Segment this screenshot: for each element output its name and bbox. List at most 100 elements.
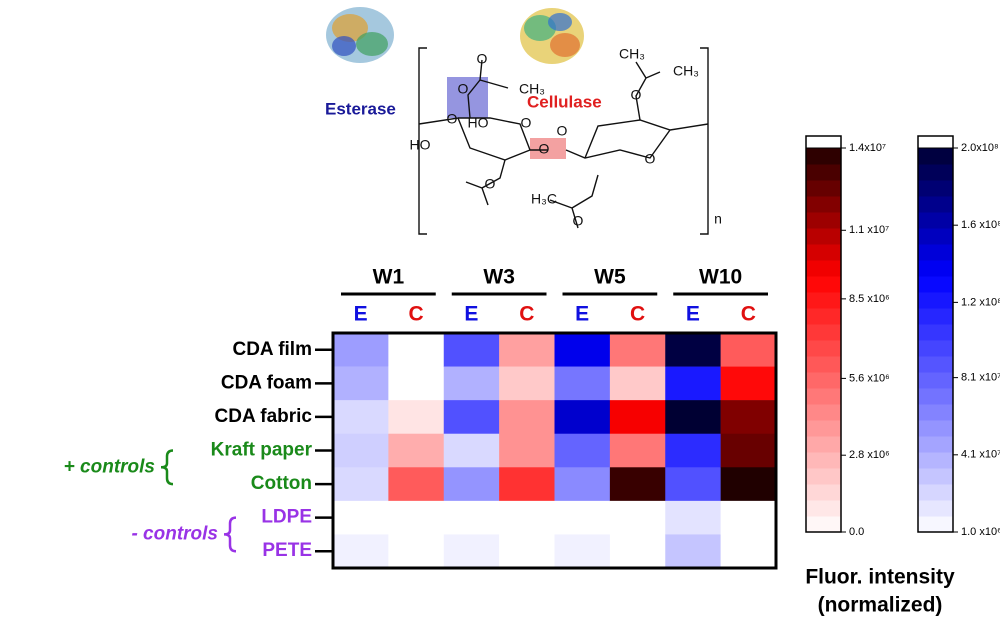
brackets [418, 47, 709, 235]
heatmap-cell [388, 366, 445, 401]
colorbar-step [806, 516, 841, 533]
column-label: C [519, 303, 534, 326]
colorbar-step [806, 436, 841, 453]
heatmap-cell [443, 500, 500, 535]
colorbar-step [918, 356, 953, 373]
heatmap-cell [665, 366, 721, 401]
colorbar-step [918, 148, 953, 165]
row-label: LDPE [261, 507, 312, 528]
colorbar-step [918, 212, 953, 229]
colorbar-step [918, 420, 953, 437]
colorbar-step [918, 340, 953, 357]
colorbar-step [806, 308, 841, 325]
colorbar-step [806, 164, 841, 181]
colorbar-frame [917, 135, 954, 533]
colorbar-tick-label: 8.5 x10⁶ [849, 293, 890, 305]
heatmap-cell [499, 433, 555, 468]
group-label: W3 [483, 266, 515, 289]
colorbar-step [806, 468, 841, 485]
colorbar-step [806, 180, 841, 197]
column-label: C [741, 303, 756, 326]
rings [418, 117, 709, 161]
heatmap-cell [333, 433, 389, 468]
colorbar-step [806, 340, 841, 357]
colorbar-tick-label: 4.1 x10⁷ [961, 449, 1000, 461]
heatmap-cell [609, 366, 666, 401]
column-label: E [575, 303, 589, 326]
colorbar-step [806, 260, 841, 277]
colorbar-step [918, 228, 953, 245]
enzyme-label: Cellulase [527, 92, 602, 111]
column-label: E [686, 303, 700, 326]
molecule [326, 7, 709, 235]
heatmap-cell [554, 366, 611, 401]
row-label: Kraft paper [211, 440, 313, 461]
heatmap-cell [720, 400, 777, 435]
cellulase-site [530, 138, 566, 159]
column-label: C [630, 303, 645, 326]
colorbar-tick-label: 1.6 x10⁸ [961, 219, 1000, 231]
colorbar-title: Fluor. intensity [805, 566, 955, 589]
row-label: CDA foam [221, 372, 312, 393]
colorbar-step [918, 244, 953, 261]
heatmap-cell [665, 333, 721, 367]
heatmap-cell [720, 366, 777, 401]
heatmap-cell [665, 467, 721, 502]
brace [223, 516, 237, 553]
heatmap-cell [443, 433, 500, 468]
esterase-site [447, 77, 488, 118]
column-label: E [354, 303, 368, 326]
atom-label: O [557, 123, 568, 139]
heatmap-cell [388, 400, 445, 435]
group-label: W1 [373, 266, 405, 289]
group-label: W10 [699, 266, 742, 289]
heatmap-cell [443, 467, 500, 502]
atom-label: HO [410, 137, 431, 153]
brace [160, 449, 174, 486]
heatmap-cell [333, 500, 389, 535]
row-label: CDA film [232, 339, 312, 360]
heatmap-cell [609, 333, 666, 367]
colorbar-step [918, 196, 953, 213]
colorbar-step [806, 420, 841, 437]
colorbar-tick-label: 0.0 [849, 526, 864, 538]
heatmap-cell [665, 534, 721, 569]
heatmap-cell [720, 333, 777, 367]
heatmap-cell [665, 500, 721, 535]
heatmap-cell [443, 333, 500, 367]
heatmap-cell [443, 534, 500, 569]
heatmap-cell [333, 467, 389, 502]
colorbar-step [806, 484, 841, 501]
heatmap-cell [499, 467, 555, 502]
colorbar-step [918, 468, 953, 485]
atom-label: CH₃ [673, 63, 699, 79]
colorbar-tick-label: 1.4x10⁷ [849, 142, 886, 154]
colorbar-step [806, 500, 841, 517]
heatmap-cell [333, 333, 389, 367]
colorbar-step [806, 372, 841, 389]
colorbar-step [918, 500, 953, 517]
protein-cellulase [520, 8, 584, 64]
colorbar-step [918, 292, 953, 309]
colorbar-step [806, 228, 841, 245]
heatmap-cell [554, 467, 611, 502]
colorbar-step [806, 324, 841, 341]
column-label: C [408, 303, 423, 326]
row-group-label: + controls [64, 456, 155, 477]
colorbar-step [918, 404, 953, 421]
colorbar-step [918, 436, 953, 453]
colorbar-step [918, 180, 953, 197]
heatmap-cell [554, 500, 611, 535]
colorbar-tick-label: 2.8 x10⁶ [849, 449, 890, 461]
colorbar-tick-label: 1.0 x10⁶ [961, 526, 1000, 538]
heatmap-cell [499, 400, 555, 435]
heatmap-cell [388, 467, 445, 502]
atom-label: HO [468, 115, 489, 131]
colorbar-step [918, 388, 953, 405]
colorbar-step [918, 324, 953, 341]
colorbar-step [806, 276, 841, 293]
heatmap-cell [499, 333, 555, 367]
heatmap-cell [554, 400, 611, 435]
